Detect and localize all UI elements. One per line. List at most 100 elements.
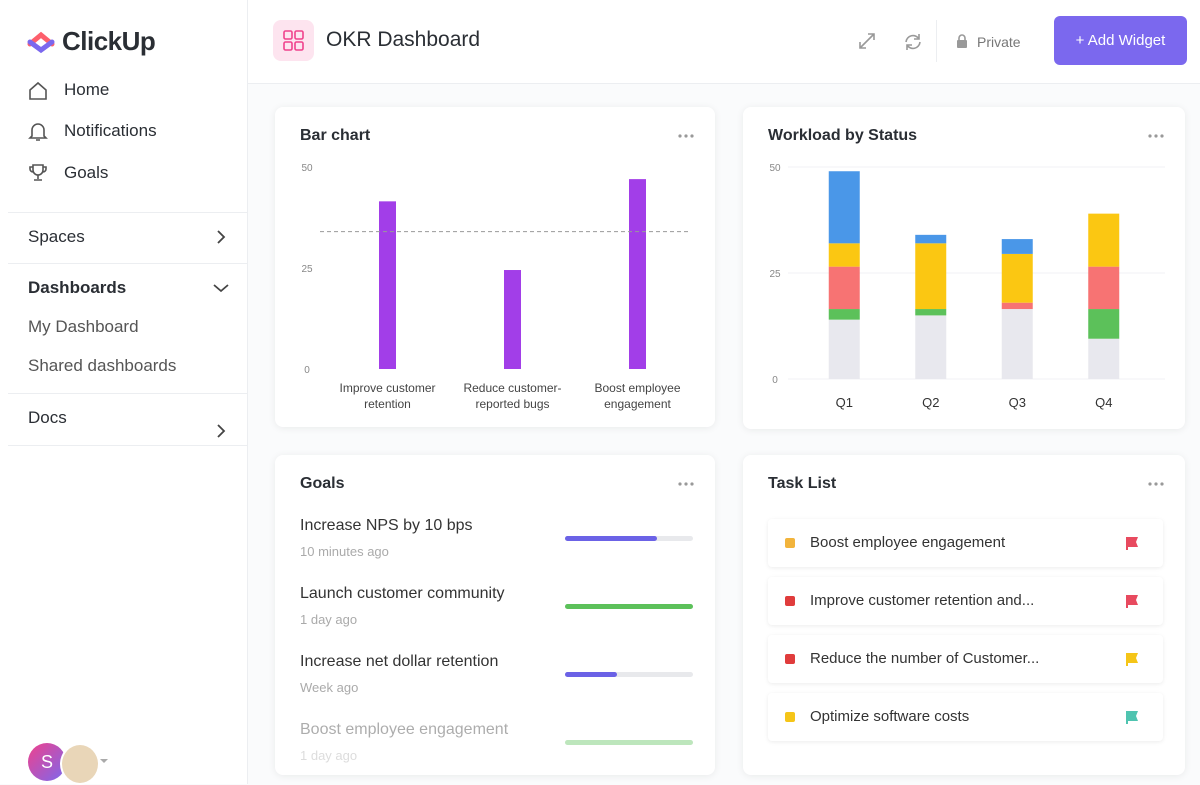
nav-item[interactable]: Goals xyxy=(64,163,109,182)
progress-track xyxy=(565,536,693,541)
task-row[interactable]: Improve customer retention and... xyxy=(768,577,1163,625)
widget-card: Goals Increase NPS by 10 bps 10 minutes ag… xyxy=(275,455,715,775)
bar-segment xyxy=(1001,309,1033,379)
nav-section[interactable]: Spaces xyxy=(28,227,85,246)
bar-segment xyxy=(1001,302,1033,310)
flag-shape xyxy=(1126,537,1138,550)
task-name: Boost employee engagement xyxy=(810,534,1006,551)
menu-dot xyxy=(1154,134,1158,138)
widget-card: Workload by Status 0 25 50 Q1 Q2 Q3 Q4 xyxy=(743,107,1185,429)
refresh-icon[interactable] xyxy=(902,31,924,53)
task-name: Reduce the number of Customer... xyxy=(810,650,1040,667)
add-widget-button[interactable]: + Add Widget xyxy=(1054,16,1187,65)
widget-card: Bar chart 0 25 50 Improve customer retention… xyxy=(275,107,715,427)
progress-fill xyxy=(565,536,658,541)
nav-item[interactable]: Shared dashboards xyxy=(28,356,177,375)
bar-segment xyxy=(1001,253,1033,303)
bar-segment xyxy=(1001,239,1033,254)
menu-dot xyxy=(690,134,694,138)
widget-title: Goals xyxy=(300,475,345,492)
x-tick-label: Q3 xyxy=(1009,395,1026,410)
progress-fill xyxy=(565,672,618,677)
widget-title: Workload by Status xyxy=(768,127,918,144)
y-tick-label: 50 xyxy=(301,163,313,174)
bar-segment xyxy=(828,243,860,267)
header: OKR Dashboard Private + Add Widget xyxy=(248,0,1200,84)
chevron xyxy=(217,230,226,244)
x-tick-label: Improve customer retention xyxy=(339,381,436,411)
widget-card: Task List Boost employee engagement Improv… xyxy=(743,455,1185,775)
status-dot xyxy=(785,538,795,548)
nav-section[interactable]: Docs xyxy=(28,408,67,427)
progress-track xyxy=(565,604,693,609)
y-tick-label: 0 xyxy=(772,375,778,386)
task-row[interactable]: Boost employee engagement xyxy=(768,519,1163,567)
bar-segment xyxy=(1088,213,1120,267)
nav-item[interactable]: My Dashboard xyxy=(28,317,139,336)
progress-track xyxy=(565,740,693,745)
menu-dot xyxy=(684,482,688,486)
menu-dot xyxy=(1160,134,1164,138)
priority-flag xyxy=(1126,711,1138,724)
nav-section[interactable]: Dashboards xyxy=(28,278,127,297)
trophy-icon xyxy=(29,164,47,181)
task-row[interactable]: Reduce the number of Customer... xyxy=(768,635,1163,683)
divider xyxy=(8,263,247,264)
x-tick-label: Q2 xyxy=(922,395,939,410)
menu-dot xyxy=(678,134,682,138)
goal-name: Launch customer community xyxy=(300,585,505,602)
grid-icon xyxy=(283,30,304,51)
avatar-photo xyxy=(60,743,100,785)
bar-segment xyxy=(915,243,947,310)
x-tick-label: Q4 xyxy=(1095,395,1112,410)
y-tick-label: 25 xyxy=(301,264,313,275)
flag-shape xyxy=(1126,711,1138,724)
bar-segment xyxy=(828,266,860,310)
chart: 0 25 50 Q1 Q2 Q3 Q4 xyxy=(769,163,1165,410)
progress-fill xyxy=(565,604,693,609)
bar-segment xyxy=(1088,338,1120,379)
chart: 0 25 50 xyxy=(301,163,690,376)
x-tick-label: Reduce customer-reported bugs xyxy=(463,381,562,411)
progress-fill xyxy=(565,740,693,745)
status-dot xyxy=(785,712,795,722)
y-tick-label: 25 xyxy=(769,269,781,280)
status-dot xyxy=(785,654,795,664)
goal-time: 10 minutes ago xyxy=(300,544,389,559)
bar-segment xyxy=(828,309,860,320)
menu-dot xyxy=(678,482,682,486)
goal-name: Increase NPS by 10 bps xyxy=(300,517,473,534)
bar-segment xyxy=(915,315,947,379)
widget-title: Task List xyxy=(768,475,837,492)
priority-flag xyxy=(1126,595,1138,608)
chevron xyxy=(217,424,226,438)
divider xyxy=(8,393,247,394)
privacy[interactable]: Private xyxy=(977,34,1021,50)
caret xyxy=(100,759,108,763)
status-dot xyxy=(785,596,795,606)
bar-segment xyxy=(828,171,860,244)
widget-menu[interactable] xyxy=(1147,481,1165,487)
priority-flag xyxy=(1126,537,1138,550)
task-name: Improve customer retention and... xyxy=(810,592,1035,609)
progress-track xyxy=(565,672,693,677)
menu-dot xyxy=(1148,134,1152,138)
nav-item[interactable]: Notifications xyxy=(64,121,157,140)
avatar[interactable]: S xyxy=(28,743,66,781)
nav-item[interactable]: Home xyxy=(64,80,110,99)
task-row[interactable]: Optimize software costs xyxy=(768,693,1163,741)
task-name: Optimize software costs xyxy=(810,708,970,725)
expand-icon[interactable] xyxy=(857,31,877,51)
dashboard-icon xyxy=(273,20,314,61)
widget-menu[interactable] xyxy=(677,133,695,139)
menu-dot xyxy=(1154,482,1158,486)
menu-dot xyxy=(684,134,688,138)
logo-text: ClickUp xyxy=(62,26,156,56)
page-title: OKR Dashboard xyxy=(326,28,481,51)
goal-time: 1 day ago xyxy=(300,612,358,627)
widget-menu[interactable] xyxy=(1147,133,1165,139)
goal-time: Week ago xyxy=(300,680,359,695)
widget-menu[interactable] xyxy=(677,481,695,487)
home-icon xyxy=(29,81,47,100)
